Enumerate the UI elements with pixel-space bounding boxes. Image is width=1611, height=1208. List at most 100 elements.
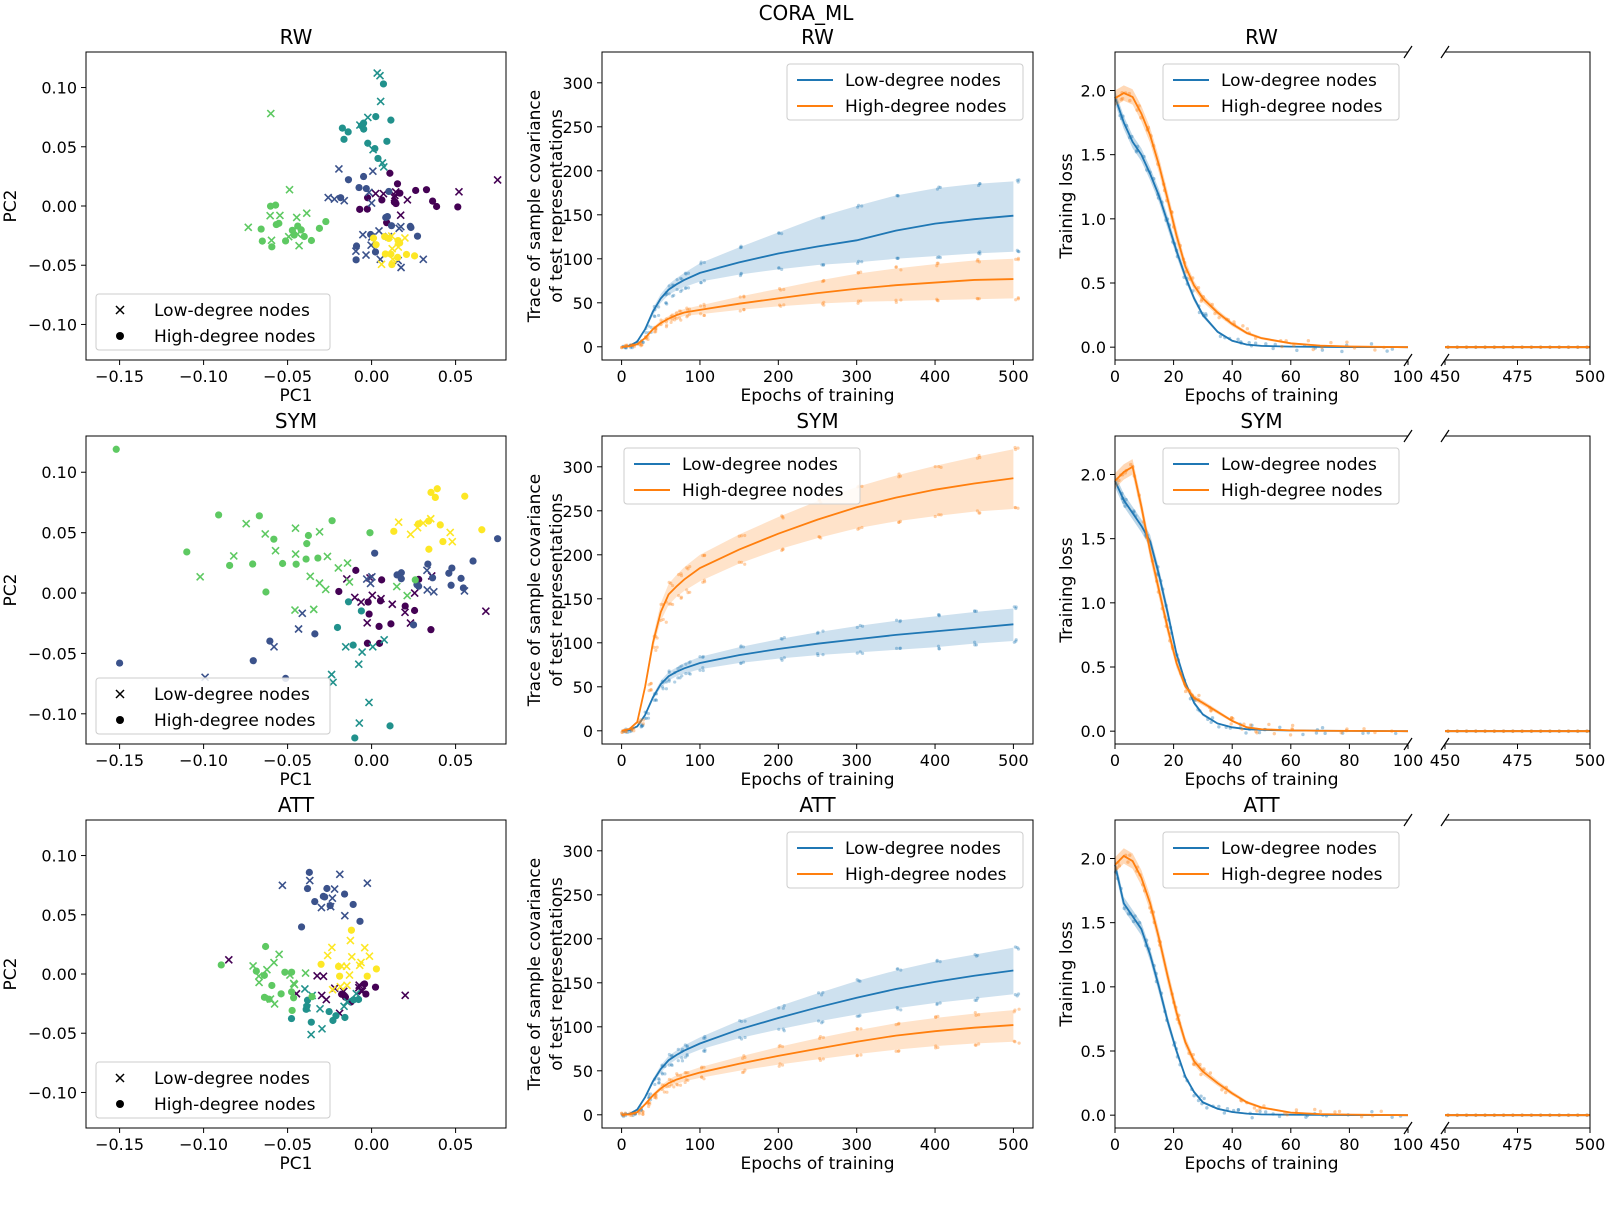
point-low-degree [396,211,405,220]
series-line-high [621,278,1014,348]
point-low-degree [400,233,409,242]
band-dot [678,676,682,680]
x-tick-label: 200 [763,1135,794,1154]
band-dot [703,1036,707,1040]
legend-label-high: High-degree nodes [845,97,1007,117]
x-tick-label: 0 [616,751,626,770]
x-tick-label: 100 [685,751,716,770]
y-tick-label: −0.05 [28,256,77,275]
point-low-degree [371,189,380,198]
band-dot [782,303,786,307]
legend-box [95,1061,331,1119]
band-dot [660,1071,664,1075]
y-axis-label: Trace of sample covariance [525,858,545,1091]
x-tick-label: 60 [1281,1135,1301,1154]
band-dot [670,1063,674,1067]
band-dot [819,536,823,540]
point-high-degree [278,559,287,568]
band-dot [898,619,903,623]
band-dot [974,643,978,647]
point-high-degree [272,220,280,229]
axis-break-mark [1403,429,1413,443]
band-dot [973,953,977,957]
band-dot [653,1082,657,1087]
loss-dot [1273,342,1277,347]
point-high-degree [350,996,358,1004]
loss-dot [1204,313,1208,318]
band-dot [685,1053,689,1057]
band-dot [671,583,675,588]
loss-dot [1199,1094,1203,1098]
legend-marker-x-icon [115,1073,125,1083]
band-dot [739,1037,744,1041]
band-dot [738,246,743,250]
point-high-degree [378,576,386,584]
point-high-degree [436,521,444,529]
legend-marker-x-icon [115,305,125,315]
loss-dot [1129,462,1133,467]
point-low-degree [395,224,404,233]
point-low-degree [358,986,367,996]
point-low-degree [261,529,270,539]
band-dot [777,231,781,235]
band-dot [667,679,671,683]
band-dot [780,1044,785,1049]
band-dot [699,312,703,316]
panel-loss-att: ATT 0 20 40 60 80 100 450 475 500 0.0 0.5 1.0 1.5 2.0 E… [1057,793,1605,1174]
band-dot [936,1014,940,1019]
tail-dot [1464,729,1469,733]
band-dot [703,580,707,584]
band-dot [938,185,942,190]
band-low [621,947,1014,1115]
band-dot [698,668,702,672]
legend-label-low: Low-degree nodes [682,455,838,475]
band-dot [660,685,665,689]
y-axis-label: of test representations [547,109,567,303]
point-high-degree [411,576,419,584]
band-dot [898,646,903,650]
band-dot [653,330,657,334]
point-low-degree [302,209,311,218]
panel-title: ATT [278,793,315,817]
band-dot [860,204,864,208]
band-dot [685,1045,689,1049]
point-high-degree [445,569,453,577]
band-dot [702,578,707,582]
point-high-degree [307,1018,315,1026]
point-high-degree [303,1002,311,1010]
point-high-degree [352,242,361,250]
tail-dot [1529,1113,1534,1117]
band-dot [821,263,825,267]
point-high-degree [371,549,379,557]
series-line-high [621,1024,1014,1116]
point-low-degree [255,978,264,987]
loss-dot [1295,348,1299,353]
point-low-degree [327,670,336,679]
band-dot [739,644,743,648]
band-dot [684,671,688,676]
band-dot [935,187,940,191]
band-dot [781,547,785,551]
band-dot [898,646,902,650]
point-low-degree [419,255,428,264]
point-high-degree [371,983,380,991]
band-dot [702,313,706,318]
y-tick-label: 100 [562,250,593,269]
band-dot [632,729,636,733]
x-tick-label: 450 [1430,751,1461,770]
point-high-degree [360,980,369,988]
scatter-points [244,69,502,272]
band-dot [782,287,786,292]
point-low-degree [403,591,412,600]
band-dot [820,263,824,267]
point-high-degree [341,1013,349,1022]
band-dot [935,958,939,963]
band-dot [821,1057,825,1061]
band-dot [1012,640,1016,644]
point-high-degree [317,960,325,968]
point-low-degree [340,196,349,205]
band-dot [1016,256,1020,260]
band-dot [855,1027,859,1031]
y-tick-label: 0.10 [41,847,77,866]
tail-dot [1464,1113,1469,1117]
